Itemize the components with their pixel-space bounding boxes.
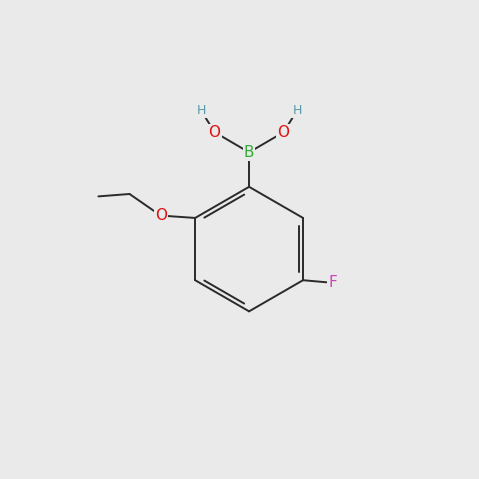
Text: H: H: [292, 104, 302, 117]
Text: H: H: [196, 104, 206, 117]
Text: B: B: [244, 145, 254, 160]
Text: F: F: [328, 275, 337, 290]
Text: O: O: [155, 208, 167, 223]
Text: O: O: [208, 125, 221, 140]
Text: O: O: [277, 125, 290, 140]
